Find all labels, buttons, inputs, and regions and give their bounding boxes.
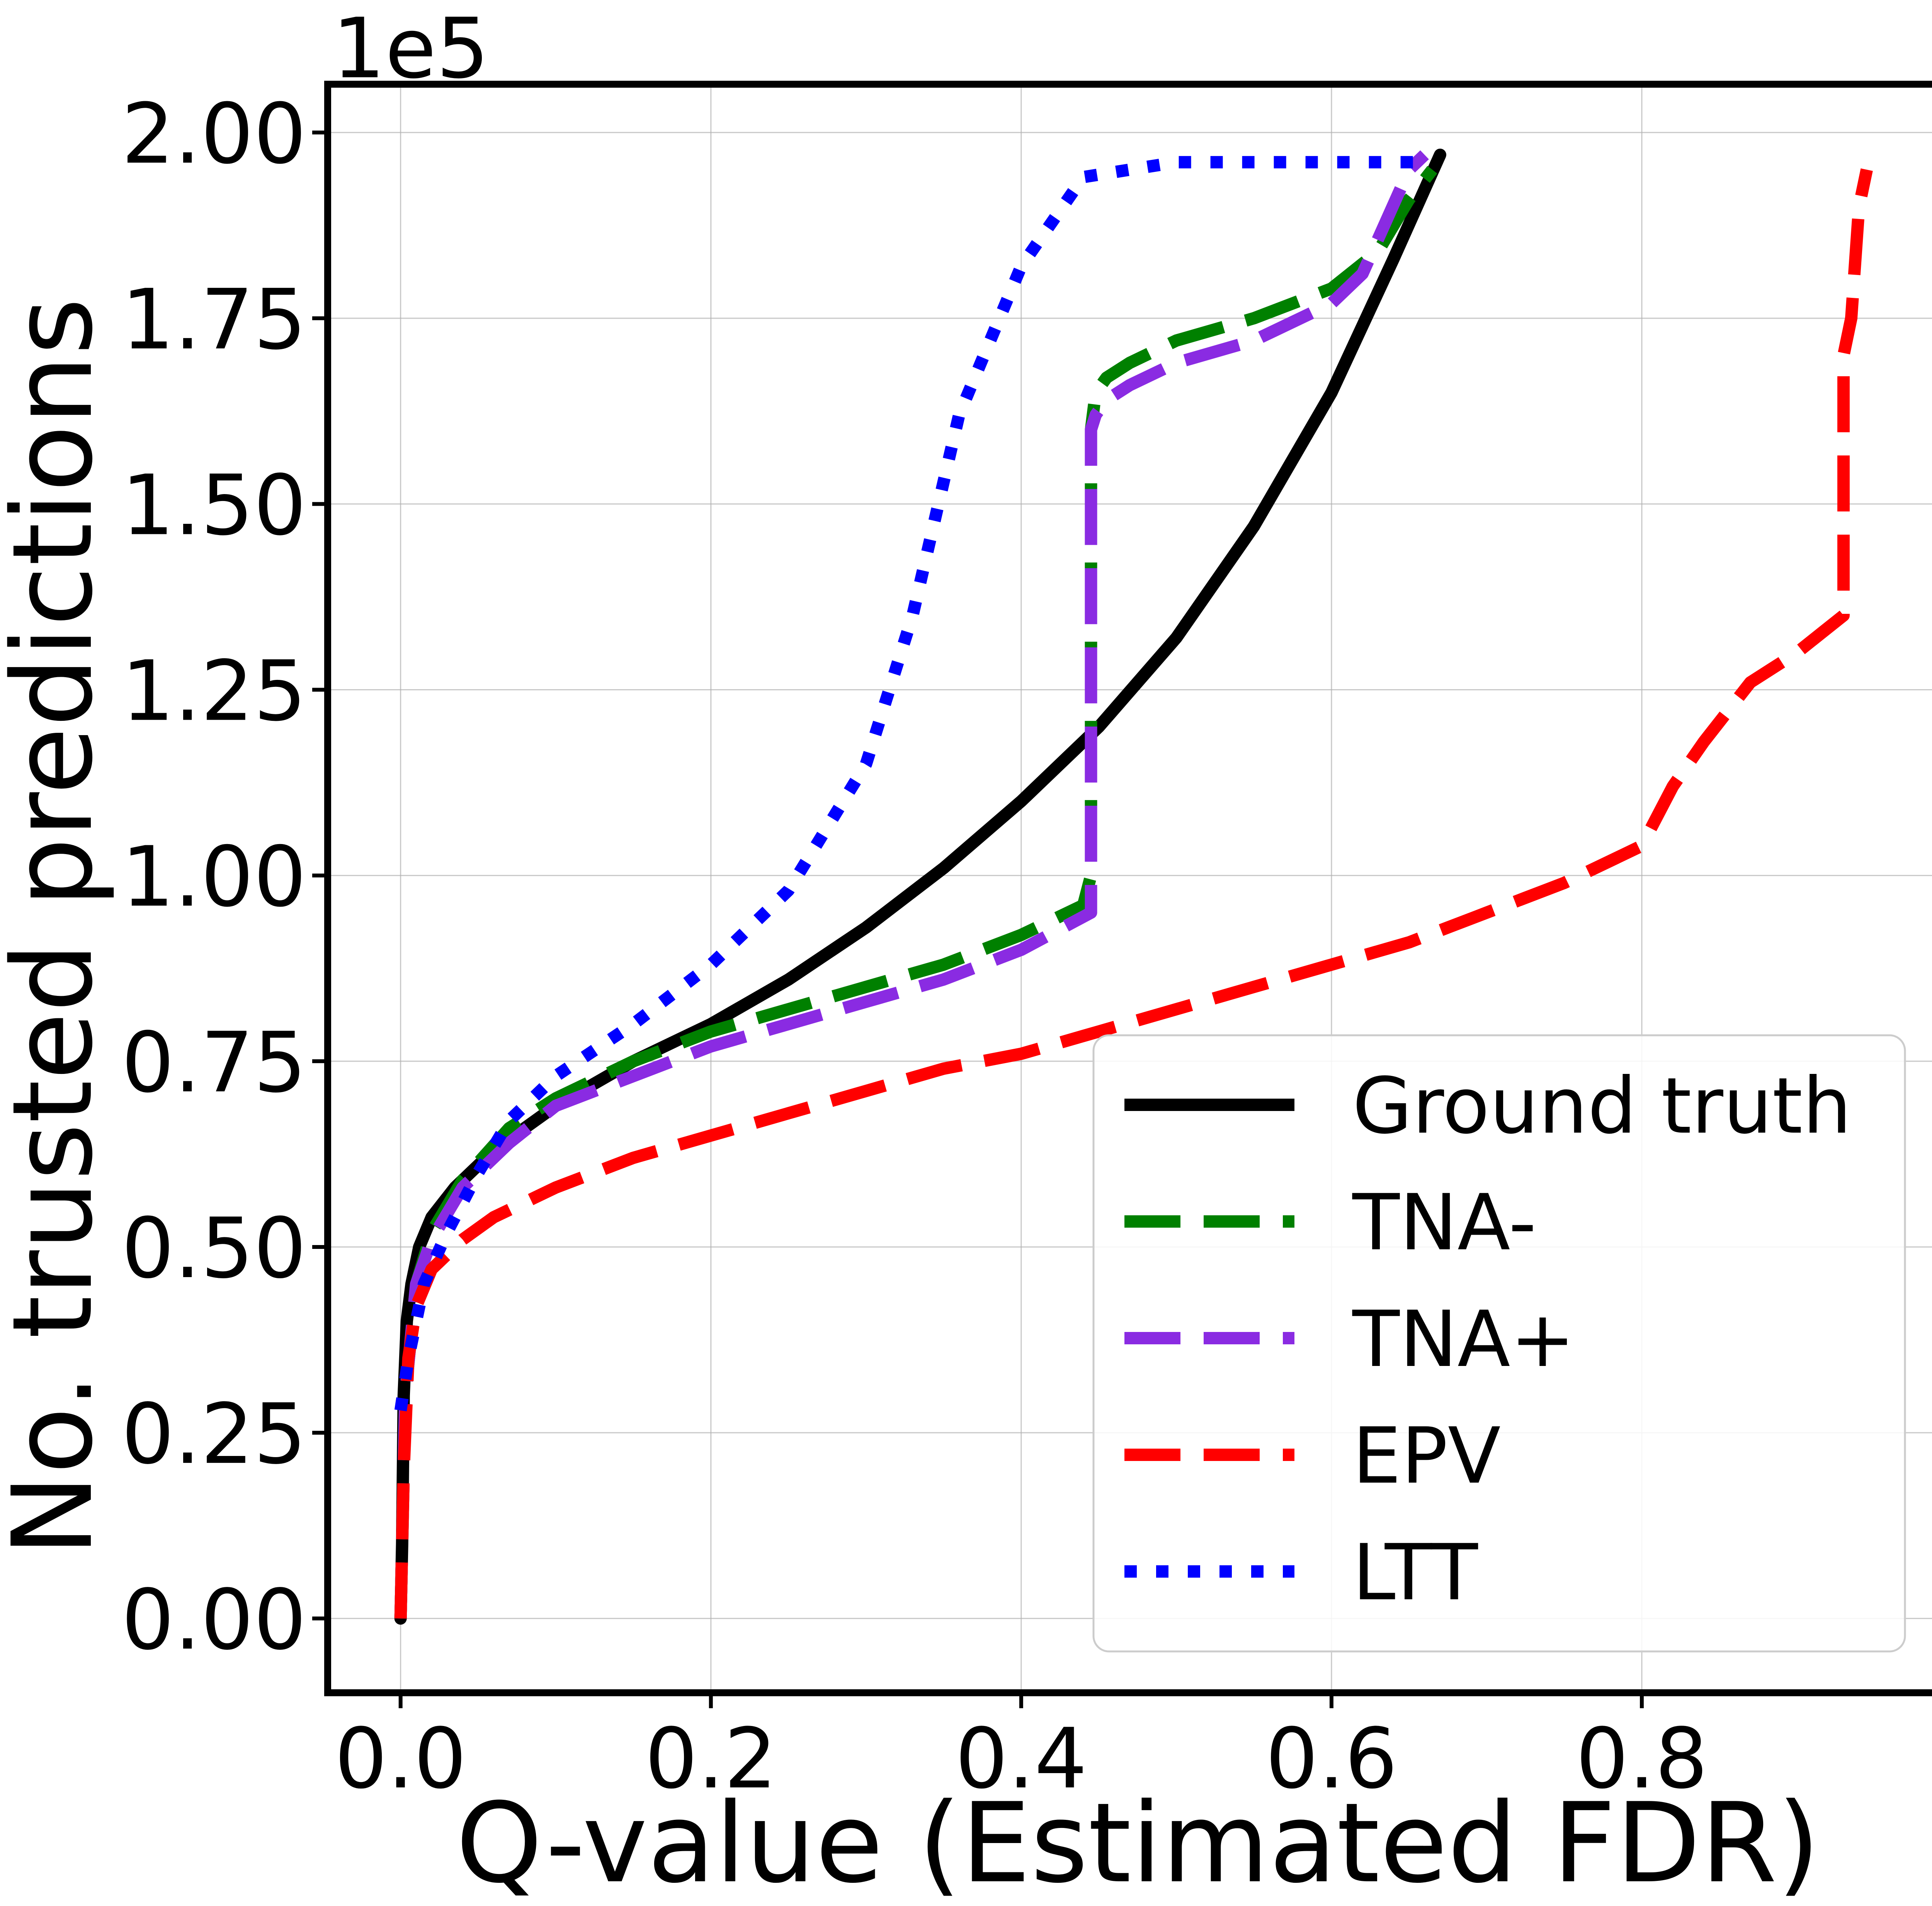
x-axis-title: Q-value (Estimated FDR)	[456, 1779, 1820, 1906]
legend-label: Ground truth	[1352, 1061, 1852, 1151]
legend-label: TNA-	[1352, 1178, 1536, 1268]
x-tick-label: 0.4	[955, 1710, 1087, 1807]
y-tick-label: 1.25	[121, 643, 306, 740]
y-tick-label: 0.50	[121, 1200, 306, 1297]
legend-label: TNA+	[1352, 1294, 1575, 1384]
y-tick-label: 1.00	[121, 828, 306, 925]
series-line-epv	[394, 168, 1873, 1619]
y-tick-label: 2.00	[121, 85, 306, 182]
y-tick-label: 1.50	[121, 457, 306, 554]
y-tick-label: 0.25	[121, 1386, 306, 1483]
legend-label: LTT	[1352, 1528, 1478, 1618]
legend: Ground truth TNA- TNA+ EPV LTT	[1092, 1034, 1906, 1653]
x-tick-label: 0.8	[1576, 1710, 1708, 1807]
axis-ticks: 0.0 0.2 0.4 0.6 0.8 0.00 0.25 0.50 0.75 1.00 1.25 1…	[121, 85, 1708, 1807]
x-tick-label: 0.6	[1265, 1710, 1398, 1807]
series-line-ground-truth	[394, 148, 1446, 1625]
y-tick-label: 0.75	[121, 1014, 306, 1111]
series-lines	[394, 148, 1873, 1625]
y-axis-title: No. trusted predictions	[0, 298, 117, 1557]
y-tick-label: 0.00	[121, 1571, 306, 1668]
series-line-ltt	[394, 156, 1425, 1412]
legend-box	[1092, 1034, 1906, 1653]
x-tick-label: 0.2	[645, 1710, 777, 1807]
series-line-tnaplus	[394, 150, 1429, 1619]
legend-label: EPV	[1352, 1411, 1501, 1501]
y-tick-label: 1.75	[121, 271, 306, 368]
plot-frame	[324, 81, 1932, 1696]
x-tick-label: 0.0	[335, 1710, 467, 1807]
y-axis-offset-text: 1e5	[332, 0, 489, 97]
